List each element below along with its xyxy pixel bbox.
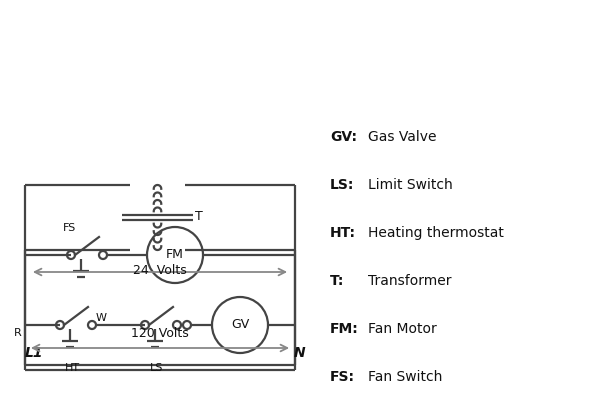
Text: R: R — [14, 328, 22, 338]
Text: T:: T: — [330, 274, 345, 288]
Text: FM: FM — [166, 248, 184, 262]
Text: Fan Switch: Fan Switch — [368, 370, 442, 384]
Text: HT:: HT: — [330, 226, 356, 240]
Text: LS:: LS: — [330, 178, 355, 192]
Text: FM:: FM: — [330, 322, 359, 336]
Text: HT: HT — [64, 363, 80, 373]
Text: W: W — [96, 313, 107, 323]
Text: Fan Motor: Fan Motor — [368, 322, 437, 336]
Text: FS:: FS: — [330, 370, 355, 384]
Text: 120 Volts: 120 Volts — [131, 327, 189, 340]
Text: Limit Switch: Limit Switch — [368, 178, 453, 192]
Text: LS: LS — [150, 363, 163, 373]
Text: GV: GV — [231, 318, 249, 332]
Text: GV:: GV: — [330, 130, 357, 144]
Text: FS: FS — [63, 223, 76, 233]
Text: Gas Valve: Gas Valve — [368, 130, 437, 144]
Text: L1: L1 — [25, 346, 44, 360]
Text: N: N — [294, 346, 306, 360]
Text: T: T — [195, 210, 203, 224]
Text: Heating thermostat: Heating thermostat — [368, 226, 504, 240]
Text: 24  Volts: 24 Volts — [133, 264, 187, 277]
Text: Transformer: Transformer — [368, 274, 451, 288]
